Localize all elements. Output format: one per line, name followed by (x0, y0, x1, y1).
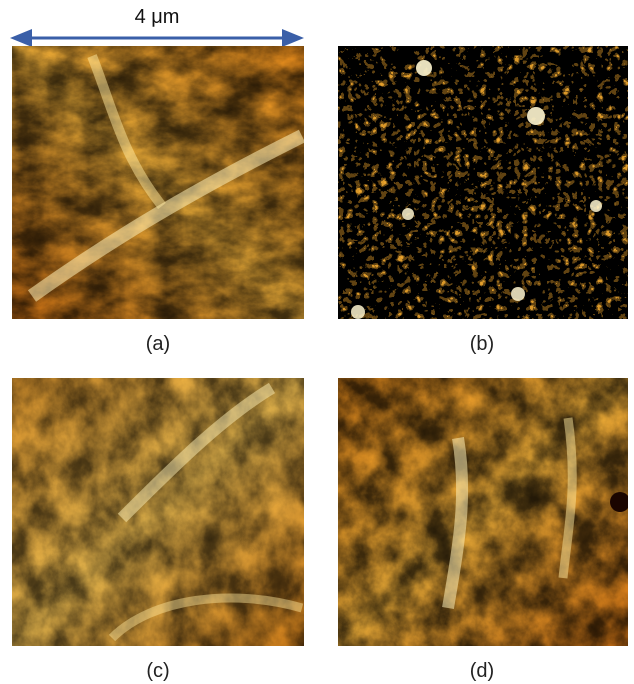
caption-b: (b) (469, 333, 495, 355)
afm-image-d (338, 378, 628, 646)
scale-bar: 4 μm (10, 4, 304, 47)
afm-image-a (12, 46, 304, 319)
afm-image-b (338, 46, 628, 319)
afm-image-c (12, 378, 304, 646)
caption-d: (d) (469, 660, 495, 682)
scale-bar-arrow (10, 29, 304, 47)
caption-c: (c) (146, 660, 170, 682)
scale-bar-label: 4 μm (134, 6, 180, 28)
caption-a: (a) (145, 333, 171, 355)
